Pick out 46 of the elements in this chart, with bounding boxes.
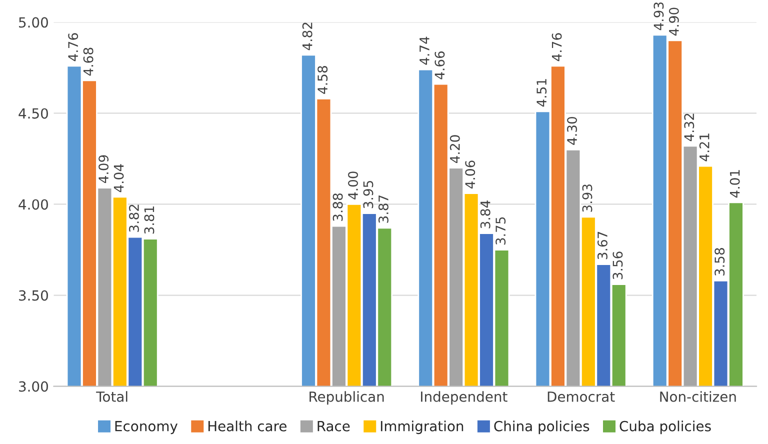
data-label: 4.82 [302,22,312,50]
x-tick-label: Democrat [548,392,615,402]
y-tick-label: 3.50 [19,290,48,301]
data-label: 4.06 [465,160,476,189]
data-label: 4.74 [420,36,430,65]
y-tick-label: 4.50 [18,108,48,119]
y-tick-label: 5.00 [19,17,48,28]
x-tick-label: Non-citizen [660,391,736,402]
x-tick-label: Republican [310,391,384,405]
data-label: 4.51 [536,79,547,107]
data-label: 4.76 [68,33,78,62]
data-label: 3.95 [363,180,374,208]
data-label: 3.58 [714,248,725,276]
data-label: 4.58 [318,66,328,94]
data-label: 3.67 [597,232,608,260]
data-label: 4.66 [434,51,445,80]
legend-label: Health care [208,420,286,432]
data-label: 4.20 [450,135,460,164]
data-label: 4.01 [730,170,740,198]
y-tick-label: 3.00 [19,381,48,392]
y-tick-label: 4.00 [18,199,48,210]
legend-label: Cuba policies [620,420,711,434]
legend-label: Race [318,421,350,432]
data-label: 4.21 [699,134,710,162]
legend-label: Economy [115,421,178,434]
legend-label: China policies [494,420,590,434]
data-label: 3.82 [129,204,139,232]
data-label: 4.68 [83,48,94,76]
data-label: 4.32 [684,114,694,142]
data-label: 4.90 [668,8,679,36]
data-label: 3.84 [480,200,490,228]
data-label: 3.87 [378,195,388,223]
data-label: 4.93 [654,2,664,30]
x-tick-label: Total [96,391,128,402]
data-label: 4.09 [98,155,109,184]
data-label: 4.76 [552,33,562,62]
data-label: 3.75 [496,217,506,245]
data-label: 4.30 [567,116,578,145]
legend-label: Immigration [380,420,464,434]
data-label: 3.81 [144,206,154,234]
data-label: 3.93 [582,184,592,212]
data-label: 3.88 [332,193,343,221]
data-label: 4.04 [114,164,124,192]
data-label: 4.00 [348,172,358,200]
data-label: 3.56 [612,252,623,280]
x-tick-label: Independent [421,391,508,405]
